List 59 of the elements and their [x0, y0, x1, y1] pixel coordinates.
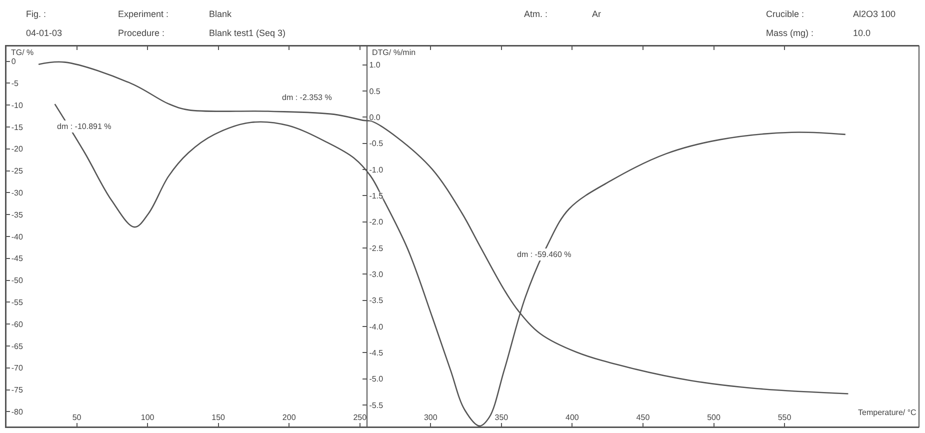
y-tick-label: -25	[11, 166, 24, 176]
text: Fig. :	[26, 9, 46, 19]
y-tick-label: -80	[11, 407, 24, 416]
y-tick-label: -60	[11, 320, 24, 329]
y-tick-label: -40	[11, 232, 24, 242]
y2-tick-label: 0.5	[369, 86, 381, 96]
y-tick-label: -55	[11, 298, 24, 307]
y2-tick-label: -5.0	[369, 374, 384, 384]
x-tick-label: 500	[707, 413, 721, 422]
y2-tick-label: -4.0	[369, 322, 384, 332]
y2-tick-label: 0.0	[369, 112, 381, 122]
x-tick-label: 350	[494, 413, 509, 422]
y2-tick-label: -2.0	[369, 218, 384, 227]
y2-tick-label: -2.5	[369, 244, 384, 253]
text: Atm. :	[524, 9, 548, 19]
x-tick-label: 450	[636, 413, 650, 422]
y-tick-label: -70	[11, 364, 24, 373]
y-tick-label: -50	[11, 276, 24, 286]
y-tick-label: 0	[11, 57, 16, 66]
x-tick-label: 300	[424, 413, 438, 422]
y-tick-label: -20	[11, 144, 24, 154]
text: Blank test1 (Seq 3)	[209, 28, 286, 38]
y-tick-label: -30	[11, 188, 24, 198]
text: Blank	[209, 9, 232, 19]
x-tick-label: 400	[566, 413, 580, 422]
annotation: dm : -10.891 %	[57, 122, 112, 131]
y2-tick-label: -5.5	[369, 400, 384, 410]
x-axis-title: Temperature/ °C	[858, 408, 917, 417]
y2-tick-label: -1.0	[369, 165, 384, 174]
text: Experiment :	[118, 9, 169, 19]
annotation: dm : -59.460 %	[517, 250, 572, 259]
y-tick-label: -35	[11, 210, 24, 220]
y2-axis-title: DTG/ %/min	[372, 48, 416, 57]
y2-tick-label: -3.0	[369, 270, 384, 279]
x-tick-label: 50	[72, 413, 82, 422]
y-tick-label: -5	[11, 79, 20, 88]
text: Al2O3 100	[853, 9, 896, 19]
text: Ar	[592, 9, 602, 19]
y-axis-title: TG/ %	[11, 48, 34, 57]
text: 10.0	[853, 28, 871, 38]
x-tick-label: 200	[282, 413, 296, 422]
y-tick-label: -75	[11, 386, 24, 395]
text: Mass (mg) :	[766, 28, 814, 38]
y2-tick-label: 1.0	[369, 60, 381, 70]
x-tick-label: 550	[778, 413, 792, 422]
y2-tick-label: -4.5	[369, 348, 384, 358]
x-tick-label: 100	[140, 413, 155, 422]
y-tick-label: -45	[11, 254, 24, 264]
annotation: dm : -2.353 %	[282, 93, 332, 102]
y-tick-label: -65	[11, 342, 24, 351]
text: Crucible :	[766, 9, 804, 19]
x-tick-label: 150	[212, 413, 226, 422]
text: 04-01-03	[26, 28, 62, 38]
y-tick-label: -15	[11, 122, 24, 132]
y-tick-label: -10	[11, 100, 24, 110]
x-tick-label: 250	[353, 413, 368, 422]
y2-tick-label: -0.5	[369, 139, 384, 148]
y2-tick-label: -3.5	[369, 296, 384, 306]
text: Procedure :	[118, 28, 165, 38]
